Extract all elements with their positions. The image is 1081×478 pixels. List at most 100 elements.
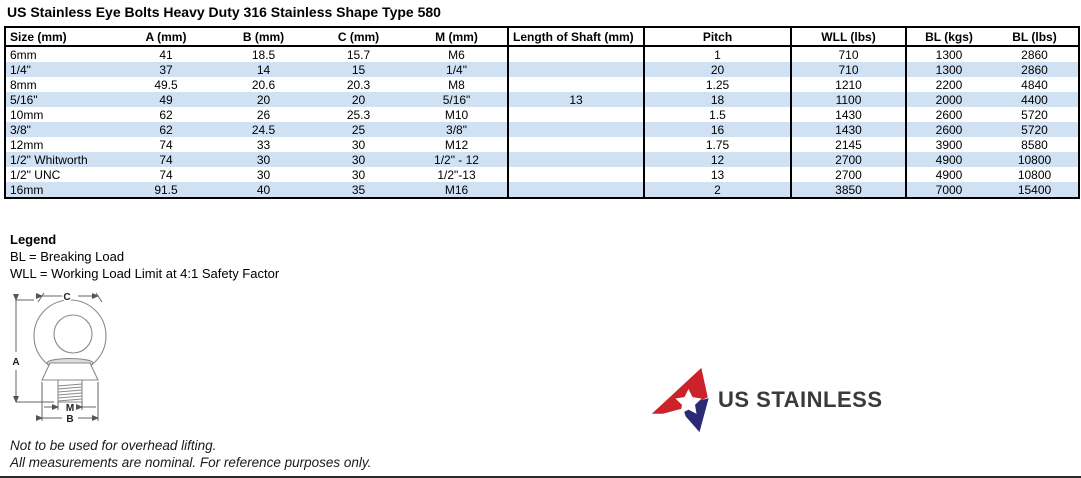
table-cell: 1/2"-13 xyxy=(437,167,476,182)
table-cell: M16 xyxy=(444,182,469,197)
table-cell: 1/4" xyxy=(10,62,31,77)
table-cell: M12 xyxy=(444,137,469,152)
table-cell: 37 xyxy=(159,62,173,77)
table-cell xyxy=(507,182,644,198)
table-cell xyxy=(507,46,644,62)
table-cell: 41 xyxy=(159,47,173,62)
table-cell: 26 xyxy=(256,107,271,122)
table-cell: 4900 xyxy=(905,167,991,182)
dim-label-a: A xyxy=(12,357,19,368)
table-cell: M10 xyxy=(444,107,469,122)
table-cell: 2200 xyxy=(905,77,991,92)
table-cell: 5/16" xyxy=(442,92,471,107)
table-cell: 74 xyxy=(159,167,173,182)
column-header: Length of Shaft (mm) xyxy=(507,27,644,47)
table-cell: 1430 xyxy=(790,107,906,122)
eye-inner-circle xyxy=(53,314,93,354)
table-cell: 30 xyxy=(351,152,366,167)
table-cell xyxy=(507,77,644,92)
table-cell: 25.3 xyxy=(346,107,371,122)
column-header: WLL (lbs) xyxy=(790,27,906,47)
table-cell: 1/2" Whitworth xyxy=(10,152,88,167)
column-header: BL (lbs) xyxy=(991,27,1079,47)
table-row: 1/2" Whitworth 74 30 30 1/2" - 12 12 2700 4900 1… xyxy=(5,152,1079,167)
table-cell: 1.75 xyxy=(643,137,791,152)
bottom-divider xyxy=(0,476,1081,478)
table-cell: 2700 xyxy=(790,167,906,182)
table-cell: M8 xyxy=(448,77,465,92)
table-cell: 18.5 xyxy=(251,47,276,62)
table-cell: 12mm xyxy=(10,137,44,152)
table-cell: 12 xyxy=(643,152,791,167)
dim-label-c: C xyxy=(63,292,70,303)
legend-heading: Legend xyxy=(10,232,57,247)
table-cell: 20.6 xyxy=(251,77,276,92)
table-cell xyxy=(507,107,644,122)
spec-table-body: 6mm 41 18.5 15.7 M6 1 710 1300 2860 1/4" 37 14 15 1/4… xyxy=(5,46,1079,198)
eye-bolt-diagram: C A M B xyxy=(11,291,107,427)
table-cell: 8580 xyxy=(1021,137,1048,152)
table-cell: 62 xyxy=(159,107,173,122)
table-cell: 5720 xyxy=(1021,122,1048,137)
table-cell: 24.5 xyxy=(251,122,276,137)
legend-line-bl: BL = Breaking Load xyxy=(10,249,125,264)
table-cell xyxy=(507,167,644,182)
table-cell: 30 xyxy=(351,137,366,152)
footnote-nominal: All measurements are nominal. For refere… xyxy=(10,455,372,470)
table-cell: 13 xyxy=(643,167,791,182)
table-cell: 1/4" xyxy=(446,62,467,77)
table-cell: 1.5 xyxy=(643,107,791,122)
collar-body xyxy=(41,362,99,381)
table-cell: 1.25 xyxy=(643,77,791,92)
table-row: 16mm 91.5 40 35 M16 2 3850 7000 15400 xyxy=(5,182,1079,198)
table-cell: 5720 xyxy=(1021,107,1048,122)
page-title: US Stainless Eye Bolts Heavy Duty 316 St… xyxy=(7,4,441,20)
table-cell: 20 xyxy=(256,92,271,107)
table-cell: 30 xyxy=(351,167,366,182)
table-cell: 40 xyxy=(256,182,271,197)
table-cell: 2600 xyxy=(905,107,991,122)
table-cell: 74 xyxy=(159,137,173,152)
table-cell: 20.3 xyxy=(346,77,371,92)
table-cell: 62 xyxy=(159,122,173,137)
table-cell: 3850 xyxy=(790,182,906,198)
table-cell xyxy=(507,152,644,167)
logo-star-icon xyxy=(651,367,709,433)
table-cell: 15 xyxy=(351,62,366,77)
us-stainless-logo: US STAINLESS xyxy=(650,366,883,434)
dim-label-m: M xyxy=(66,403,74,414)
table-cell: 3900 xyxy=(905,137,991,152)
table-cell: 20 xyxy=(643,62,791,77)
table-cell: 10800 xyxy=(1017,152,1052,167)
table-row: 5/16" 49 20 20 5/16" 13 18 1100 2000 4400 xyxy=(5,92,1079,107)
legend-section: Legend BL = Breaking Load WLL = Working … xyxy=(10,231,279,282)
column-header: C (mm) xyxy=(311,27,406,47)
table-cell xyxy=(507,137,644,152)
table-row: 3/8" 62 24.5 25 3/8" 16 1430 2600 5720 xyxy=(5,122,1079,137)
table-cell: 15400 xyxy=(1017,182,1052,197)
spec-table-header: Size (mm) A (mm) B (mm) C (mm) M (mm) Length … xyxy=(5,27,1079,47)
table-row: 8mm 49.5 20.6 20.3 M8 1.25 1210 2200 4840 xyxy=(5,77,1079,92)
table-cell: 30 xyxy=(256,152,271,167)
table-cell: 2860 xyxy=(1021,62,1048,77)
table-cell: 3/8" xyxy=(446,122,467,137)
column-header: A (mm) xyxy=(116,27,216,47)
table-cell: 18 xyxy=(643,92,791,107)
table-cell: 30 xyxy=(256,167,271,182)
table-cell: 1100 xyxy=(790,92,906,107)
table-cell: 4840 xyxy=(1021,77,1048,92)
table-row: 1/2" UNC 74 30 30 1/2"-13 13 2700 4900 10800 xyxy=(5,167,1079,182)
table-cell: 5/16" xyxy=(10,92,38,107)
table-cell: 35 xyxy=(351,182,366,197)
table-cell xyxy=(507,62,644,77)
table-cell: 16 xyxy=(643,122,791,137)
table-cell: 7000 xyxy=(905,182,991,198)
legend-line-wll: WLL = Working Load Limit at 4:1 Safety F… xyxy=(10,266,280,281)
column-header: BL (kgs) xyxy=(905,27,991,47)
table-cell: 1 xyxy=(643,46,791,62)
table-cell: 25 xyxy=(351,122,366,137)
table-row: 10mm 62 26 25.3 M10 1.5 1430 2600 5720 xyxy=(5,107,1079,122)
table-cell: 1/2" - 12 xyxy=(434,152,479,167)
table-cell: 14 xyxy=(256,62,271,77)
